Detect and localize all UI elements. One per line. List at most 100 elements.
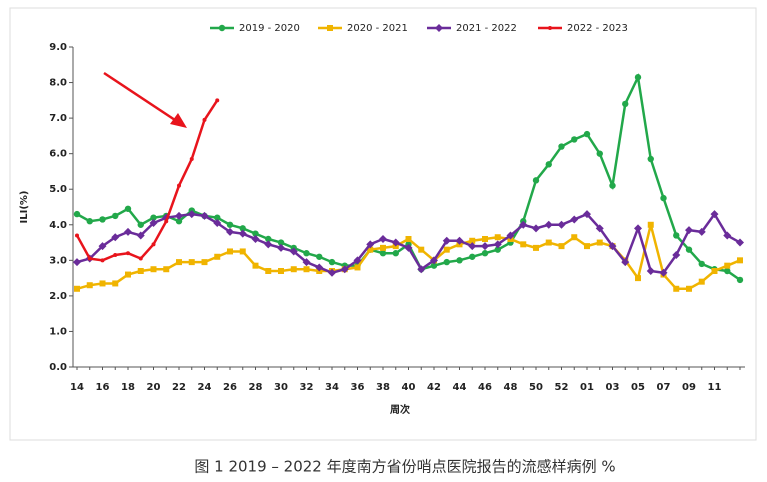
point: [621, 258, 630, 267]
point: [672, 251, 681, 259]
point: [557, 220, 566, 229]
point: [111, 233, 120, 242]
point: [392, 250, 399, 257]
x-tick-label: 24: [198, 382, 212, 393]
point: [520, 241, 527, 248]
point: [673, 232, 680, 239]
point: [405, 236, 412, 242]
point: [227, 248, 233, 255]
point: [201, 259, 208, 266]
point: [571, 136, 578, 143]
x-tick-label: 48: [504, 382, 518, 393]
point: [469, 253, 476, 260]
point: [188, 259, 195, 266]
series: [74, 221, 743, 292]
x-tick-label: 38: [376, 382, 390, 393]
point: [646, 267, 655, 275]
point: [137, 221, 144, 228]
x-tick-label: 44: [453, 382, 467, 393]
point: [251, 235, 260, 243]
x-axis-label: 周次: [390, 403, 410, 416]
point: [175, 211, 183, 220]
y-tick-label: 5.0: [49, 184, 67, 195]
point: [290, 266, 297, 273]
x-tick-label: 11: [708, 382, 722, 393]
point: [99, 216, 106, 223]
point: [584, 243, 590, 250]
x-tick-label: 32: [300, 382, 314, 393]
point: [583, 210, 591, 219]
point: [73, 258, 81, 267]
point: [113, 253, 118, 257]
point: [548, 26, 552, 30]
point: [149, 219, 158, 227]
y-tick-label: 2.0: [49, 291, 67, 302]
point: [493, 240, 502, 249]
point: [239, 248, 246, 255]
series: [75, 98, 220, 263]
point: [87, 256, 92, 261]
point: [150, 214, 157, 221]
point: [481, 242, 489, 251]
point: [736, 276, 744, 284]
x-tick-label: 20: [147, 382, 161, 393]
point: [150, 266, 157, 273]
point: [532, 224, 540, 233]
point: [435, 24, 443, 32]
point: [176, 259, 182, 266]
point: [226, 227, 234, 236]
point: [265, 268, 272, 274]
point: [73, 210, 81, 218]
point: [264, 240, 273, 249]
point: [138, 256, 143, 261]
legend-label: 2019 - 2020: [239, 23, 300, 34]
x-tick-label: 30: [274, 382, 288, 393]
x-tick-label: 50: [529, 382, 543, 393]
legend-label: 2022 - 2023: [567, 23, 628, 34]
point: [265, 235, 272, 243]
point: [455, 236, 464, 245]
point: [303, 250, 310, 257]
point: [112, 212, 119, 220]
point: [418, 246, 425, 253]
x-tick-label: 07: [657, 382, 671, 393]
point: [558, 143, 565, 150]
point: [302, 258, 311, 267]
point: [545, 161, 552, 168]
x-tick-label: 42: [427, 382, 441, 393]
point: [494, 246, 501, 253]
point: [74, 285, 80, 292]
point: [698, 260, 705, 268]
point: [456, 257, 463, 264]
point: [635, 275, 641, 282]
point: [315, 263, 324, 272]
point: [354, 264, 361, 271]
point: [685, 226, 693, 235]
series: [73, 210, 744, 277]
point: [86, 282, 93, 289]
point: [686, 285, 692, 292]
point: [137, 268, 144, 274]
point: [75, 233, 79, 238]
x-tick-label: 28: [249, 382, 263, 393]
y-tick-label: 1.0: [49, 326, 67, 337]
point: [697, 227, 706, 236]
point: [430, 256, 438, 265]
point: [151, 242, 156, 247]
point: [175, 218, 183, 225]
x-tick-label: 05: [631, 382, 645, 393]
point: [239, 225, 246, 232]
x-tick-label: 22: [172, 382, 186, 393]
x-tick-label: 26: [223, 382, 237, 393]
point: [711, 268, 718, 274]
y-tick-label: 9.0: [49, 42, 67, 53]
point: [187, 210, 196, 219]
point: [634, 74, 642, 81]
point: [218, 24, 226, 32]
point: [685, 246, 693, 253]
y-tick-label: 8.0: [49, 78, 67, 89]
point: [328, 258, 336, 266]
point: [380, 244, 386, 251]
point: [126, 251, 130, 256]
point: [724, 267, 731, 275]
